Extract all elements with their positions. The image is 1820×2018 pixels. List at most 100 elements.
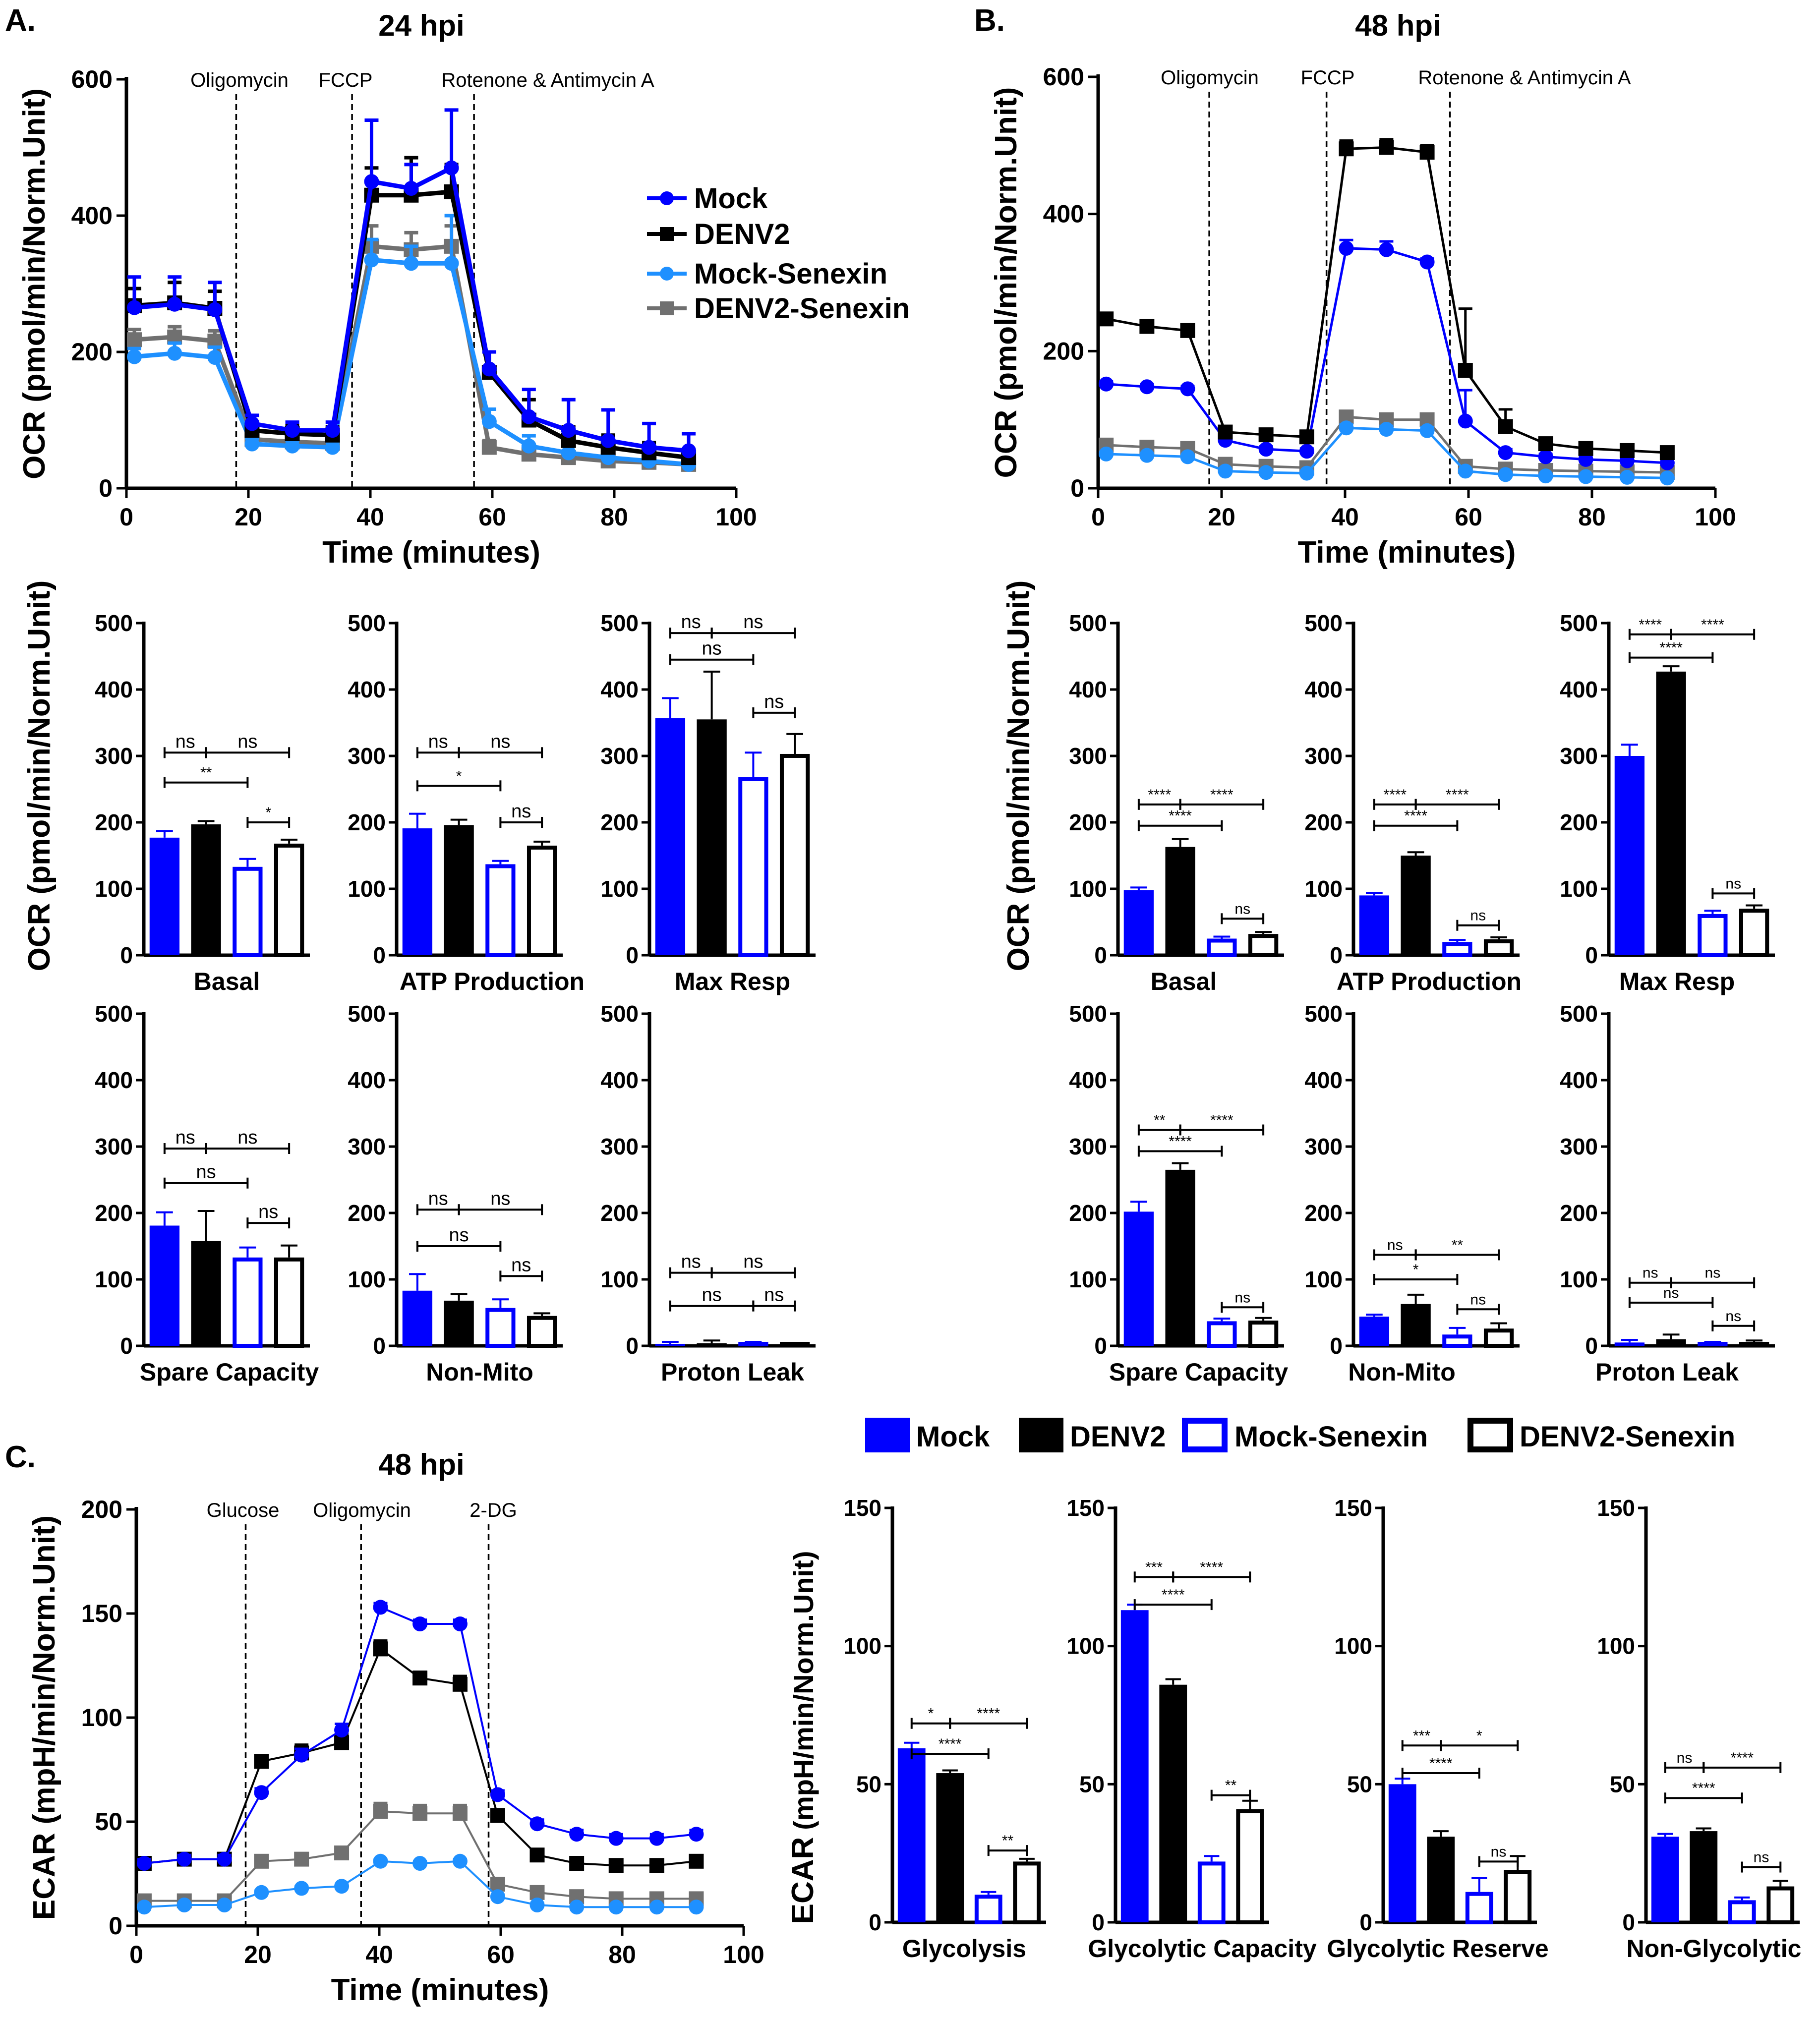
legend-line-denv2-label: DENV2 — [694, 218, 790, 250]
A_nonmito-ytick-label: 300 — [348, 1134, 386, 1159]
A_line-point — [521, 409, 536, 424]
A_max-bar-denv2-senexin — [779, 753, 810, 957]
C_line-point — [649, 1900, 664, 1915]
A_spare-bar-mock — [149, 1225, 180, 1346]
panel-a-title: 24 hpi — [378, 9, 464, 42]
A_line-point — [561, 445, 576, 461]
C_nonglyc-sig-label: **** — [1730, 1750, 1754, 1766]
B_nonmito-ytick-label: 100 — [1304, 1267, 1343, 1292]
B_atp-sig-label: **** — [1446, 787, 1469, 803]
A_max-ytick-label: 100 — [600, 876, 639, 902]
B_line-series-mock-senexin — [1099, 420, 1675, 486]
B_line-ytick-label: 600 — [1043, 63, 1084, 91]
B_proton-ytick-label: 0 — [1585, 1333, 1598, 1359]
A_line-point — [521, 438, 536, 454]
legend-marker-denv2 — [660, 227, 674, 241]
C_reserve-sig-label: **** — [1429, 1755, 1453, 1772]
B_atp-ytick-label: 500 — [1304, 610, 1343, 636]
legend-bar-denv2-senexin-label: DENV2-Senexin — [1520, 1421, 1735, 1453]
C_line-point — [490, 1787, 505, 1802]
B_atp-bar-denv2-senexin — [1483, 939, 1514, 957]
B_spare-sig-label: **** — [1210, 1112, 1233, 1129]
B_max-ytick-label: 400 — [1560, 677, 1598, 702]
C_glycolysis-bar-mock — [897, 1748, 926, 1922]
C_line-ylabel: ECAR (mpH/min/Norm.Unit) — [27, 1515, 61, 1920]
A_line-point — [481, 361, 497, 377]
legend-line-denv2-senexin-label: DENV2-Senexin — [694, 292, 910, 325]
B_line-xtick-label: 40 — [1331, 503, 1359, 531]
B_line-point — [1458, 413, 1473, 429]
B_line-point — [1139, 379, 1155, 395]
B_proton-ytick-label: 500 — [1560, 1001, 1598, 1027]
C_nonglyc-sig-label: ns — [1677, 1750, 1693, 1766]
A_proton-ytick-label: 500 — [600, 1001, 639, 1027]
B_nonmito-bar-denv2 — [1401, 1304, 1431, 1346]
B_line-point — [1619, 469, 1635, 485]
B_atp-sig-label: **** — [1383, 787, 1407, 803]
C_line-point — [452, 1853, 468, 1869]
B_max-bar-denv2 — [1656, 671, 1686, 955]
bars-a-ylabel: OCR (pmol/min/Norm.Unit) — [22, 580, 57, 972]
A_basal-ytick-label: 100 — [95, 876, 133, 902]
B_line-point — [1379, 140, 1394, 155]
C_line-point — [294, 1881, 309, 1896]
bars-c-ylabel-units: (mpH/min/Norm.Unit) — [788, 1551, 819, 1830]
A_proton-category-label: Proton Leak — [661, 1358, 804, 1386]
C_line-point — [334, 1735, 350, 1750]
C_nonglyc-bar-denv2 — [1690, 1831, 1718, 1922]
A_proton-ytick-label: 300 — [600, 1134, 639, 1159]
B_basal-bar-mock-senexin — [1207, 938, 1237, 957]
C_line-xtick-label: 40 — [365, 1941, 393, 1968]
C_capacity-ytick-label: 100 — [1066, 1633, 1105, 1659]
A_line-injection-label: Rotenone & Antimycin A — [441, 69, 654, 91]
B_max-sig-label: **** — [1639, 617, 1662, 633]
C_capacity-ytick-label: 0 — [1092, 1909, 1105, 1935]
A_atp-ytick-label: 400 — [348, 677, 386, 702]
B_nonmito-ytick-label: 500 — [1304, 1001, 1343, 1027]
B_basal-sig-label: **** — [1210, 787, 1233, 803]
A_max-bar-denv2 — [697, 719, 727, 955]
A_proton-ytick-label: 100 — [600, 1267, 639, 1292]
legend-bar-mock-senexin — [1182, 1418, 1228, 1452]
A_nonmito-category-label: Non-Mito — [426, 1358, 533, 1386]
B_proton-bar-denv2 — [1656, 1339, 1686, 1346]
B_line-point — [1578, 441, 1593, 456]
C_line-xtick-label: 0 — [129, 1941, 143, 1968]
B_line-ylabel: OCR (pmol/min/Norm.Unit) — [989, 87, 1023, 478]
C_line-point — [529, 1816, 545, 1832]
C_reserve-ytick-label: 100 — [1334, 1633, 1372, 1659]
A_atp-sig-label: * — [456, 768, 462, 784]
B_atp-bar-denv2 — [1401, 856, 1431, 955]
A_spare-category-label: Spare Capacity — [140, 1358, 319, 1386]
legend-bar-mock-label: Mock — [916, 1421, 990, 1453]
A_max-sig-label: ns — [681, 612, 701, 633]
B_line-injection-label: Oligomycin — [1161, 67, 1259, 89]
panel-b-title: 48 hpi — [1355, 9, 1441, 42]
B_line-series-mock — [1099, 238, 1675, 470]
B_proton-bar-mock — [1614, 1342, 1645, 1346]
C_capacity-sig-label: **** — [1200, 1559, 1223, 1575]
B_line-point — [1258, 427, 1274, 443]
panel-b-label: B. — [974, 3, 1005, 38]
C_nonglyc-sig-label: ns — [1754, 1849, 1769, 1866]
legend-marker-denv2-senexin — [660, 301, 674, 315]
C_line-ytick-label: 50 — [95, 1808, 122, 1836]
A_max-category-label: Max Resp — [675, 968, 790, 995]
A_basal-ytick-label: 0 — [120, 942, 133, 968]
B_atp-ytick-label: 400 — [1304, 677, 1343, 702]
legend-bar-mock-senexin-label: Mock-Senexin — [1234, 1421, 1428, 1453]
C_line-injection-label: Glucose — [207, 1499, 280, 1521]
B_basal-sig-label: **** — [1169, 808, 1192, 824]
B_basal-sig-label: ns — [1234, 901, 1250, 917]
B_proton-category-label: Proton Leak — [1595, 1358, 1739, 1386]
C_line-point — [373, 1641, 388, 1657]
A_nonmito-bar-denv2 — [444, 1300, 474, 1346]
A_line-point — [404, 181, 419, 196]
C_capacity-sig-label: **** — [1162, 1587, 1185, 1603]
A_max-sig-label: ns — [702, 638, 722, 659]
A_spare-sig-label: ns — [176, 1127, 195, 1148]
